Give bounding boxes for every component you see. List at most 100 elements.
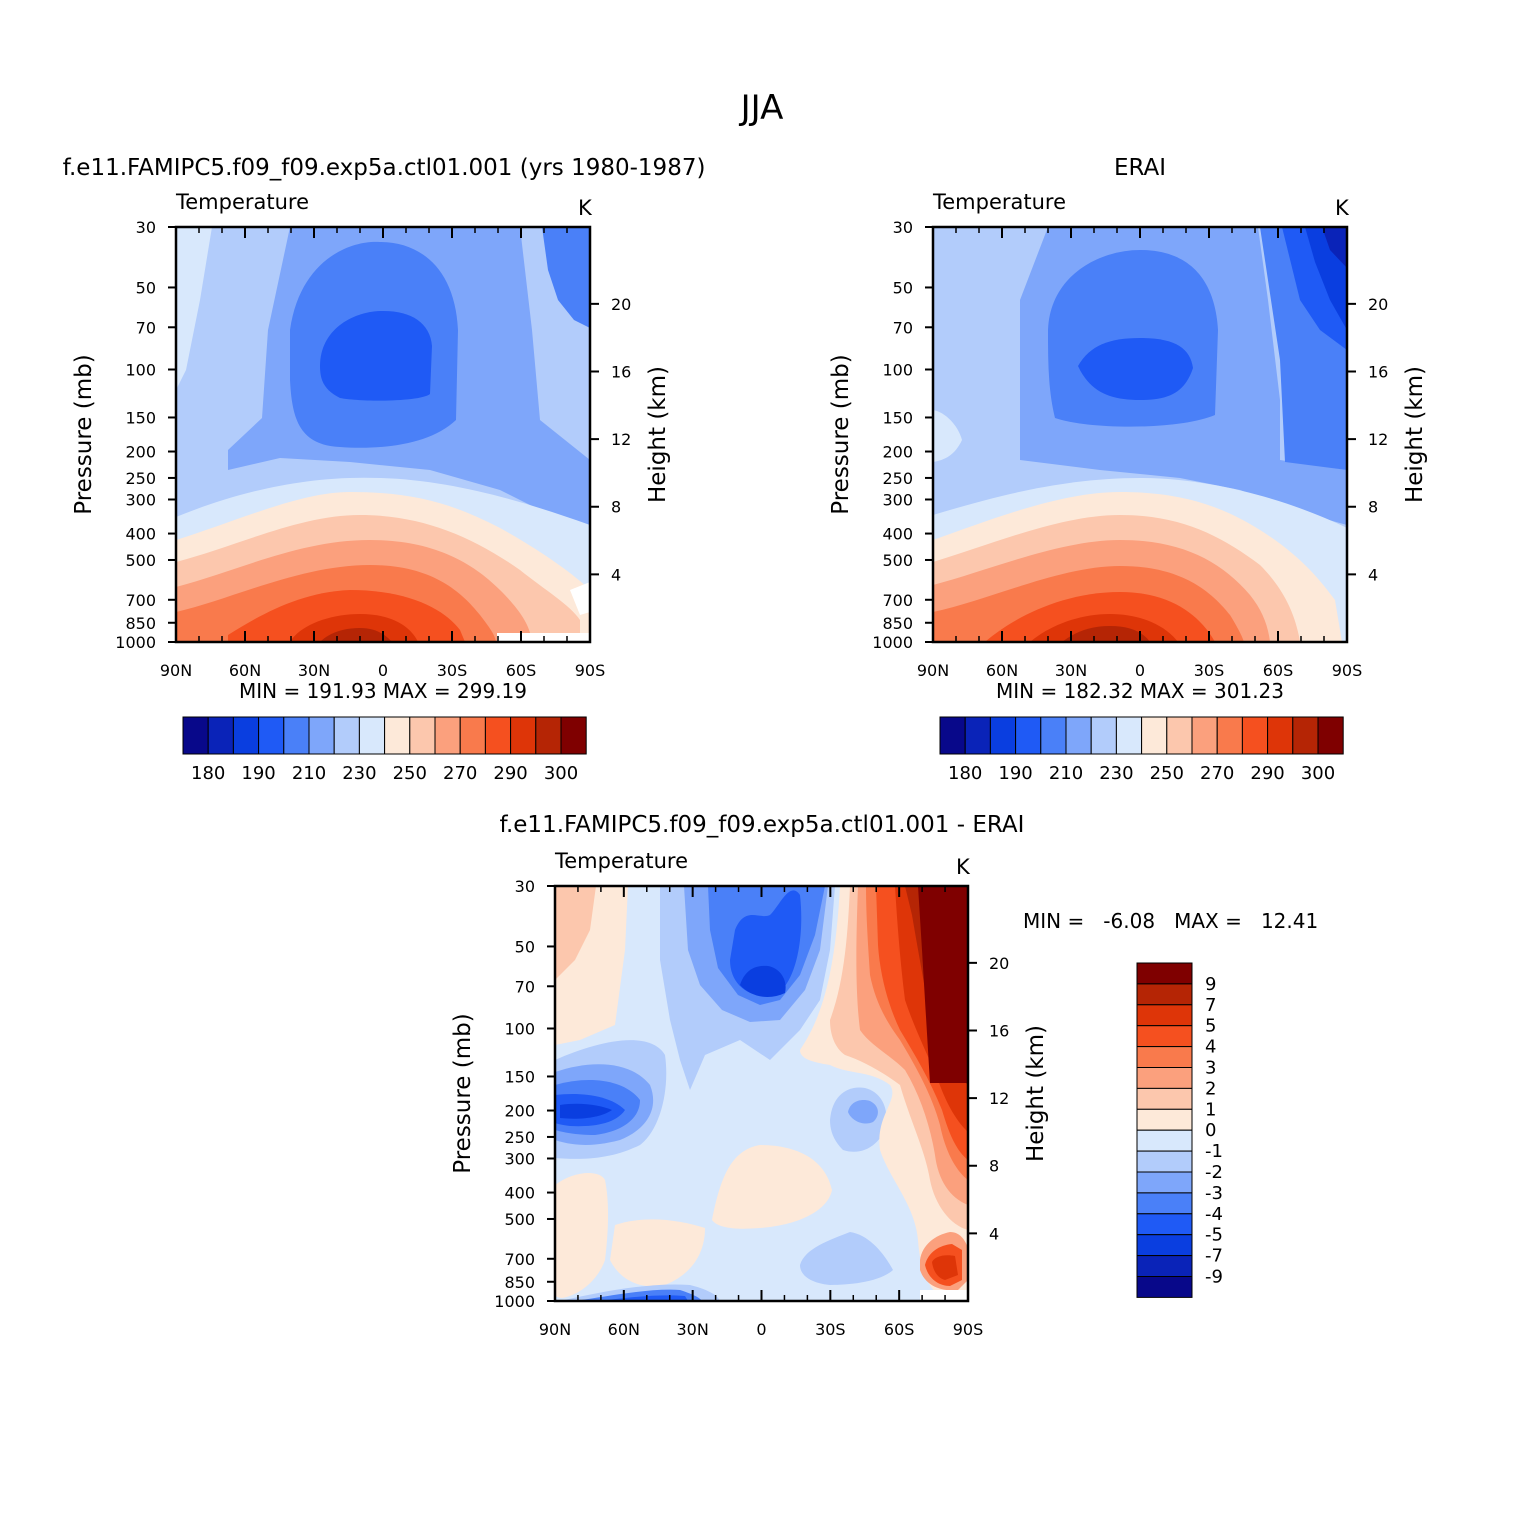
contour-fill-neg5-neg7 xyxy=(740,965,786,997)
colorbar-swatch xyxy=(1136,1025,1193,1048)
colorbar-swatch xyxy=(1136,1004,1193,1027)
height-tick-label: 8 xyxy=(1368,498,1378,517)
y-axis-label: Pressure (mb) xyxy=(450,1013,476,1173)
height-tick-label: 8 xyxy=(611,498,621,517)
y-tick-label: 100 xyxy=(504,1019,535,1038)
contour-fill-neg5-neg7 xyxy=(560,1103,612,1119)
height-tick-label: 16 xyxy=(989,1021,1009,1040)
y-tick-label: 250 xyxy=(504,1128,535,1147)
y-tick-label: 300 xyxy=(504,1150,535,1169)
colorbar-swatch xyxy=(510,716,537,755)
height-axis-label: Height (km) xyxy=(1402,366,1428,503)
height-tick-label: 12 xyxy=(1368,430,1388,449)
y-tick-label: 1000 xyxy=(494,1292,535,1311)
contour-fill-230-250 xyxy=(933,410,962,462)
colorbar-swatch xyxy=(1136,1046,1193,1068)
colorbar-swatch xyxy=(964,716,991,755)
colorbar-tick-label: 300 xyxy=(544,763,578,784)
colorbar-swatch xyxy=(1136,1067,1193,1089)
colorbar-tick-label: 3 xyxy=(1205,1058,1216,1079)
colorbar-tick-label: 190 xyxy=(998,763,1032,784)
x-tick-label: 60N xyxy=(986,661,1018,680)
contour-fill-295-300 xyxy=(1062,626,1150,642)
missing-data-mask xyxy=(570,582,590,615)
height-tick-label: 4 xyxy=(1368,565,1378,584)
colorbar-swatch xyxy=(1015,716,1042,755)
colorbar-swatch xyxy=(1136,1192,1193,1215)
y-tick-label: 50 xyxy=(893,278,913,297)
colorbar-tick-label: -4 xyxy=(1205,1204,1223,1225)
colorbar-tick-label: -3 xyxy=(1205,1183,1223,1204)
contour-fill-neg1-neg2 xyxy=(800,1232,893,1285)
colorbar-tick-label: -1 xyxy=(1205,1141,1223,1162)
x-tick-label: 0 xyxy=(1135,661,1145,680)
colorbar-swatch xyxy=(1136,962,1193,985)
minmax-text: MIN = -6.08 MAX = 12.41 xyxy=(1023,909,1318,933)
x-tick-label: 90N xyxy=(539,1320,571,1339)
colorbar-tick-label: -9 xyxy=(1205,1267,1223,1288)
height-tick-label: 16 xyxy=(1368,362,1388,381)
contour-fill-180-190 xyxy=(1078,338,1193,400)
contour-fill-0-1 xyxy=(610,1219,705,1287)
contour-fill-180-190 xyxy=(320,310,432,401)
colorbar-swatch xyxy=(989,716,1017,755)
y-tick-label: 70 xyxy=(515,977,535,996)
colorbar-swatch xyxy=(1136,1276,1193,1298)
colorbar-tick-label: 270 xyxy=(443,763,477,784)
height-tick-label: 20 xyxy=(1368,295,1388,314)
height-tick-label: 4 xyxy=(611,565,621,584)
colorbar-swatch xyxy=(434,716,461,755)
variable-label: Temperature xyxy=(554,849,688,873)
height-tick-label: 8 xyxy=(989,1157,999,1176)
height-tick-label: 4 xyxy=(989,1224,999,1243)
y-tick-label: 500 xyxy=(504,1210,535,1229)
y-tick-label: 850 xyxy=(504,1273,535,1292)
y-tick-label: 300 xyxy=(125,491,156,510)
y-tick-label: 700 xyxy=(125,591,156,610)
colorbar-swatch xyxy=(1317,716,1344,755)
colorbar-tick-label: 9 xyxy=(1205,974,1216,995)
colorbar-swatch xyxy=(308,716,335,755)
colorbar-tick-label: -7 xyxy=(1205,1246,1223,1267)
y-axis-label: Pressure (mb) xyxy=(71,354,97,514)
x-tick-label: 90N xyxy=(160,661,192,680)
y-tick-label: 250 xyxy=(125,469,156,488)
x-tick-label: 30S xyxy=(815,1320,846,1339)
colorbar-swatch xyxy=(1216,716,1243,755)
panel-title: f.e11.FAMIPC5.f09_f09.exp5a.ctl01.001 (y… xyxy=(63,155,706,181)
colorbar-swatch xyxy=(182,716,209,755)
height-tick-label: 20 xyxy=(611,295,631,314)
x-tick-label: 30N xyxy=(677,1320,709,1339)
y-tick-label: 200 xyxy=(504,1102,535,1121)
contour-fill-0-1 xyxy=(712,1145,832,1229)
colorbar-swatch xyxy=(1115,716,1143,755)
colorbar-swatch xyxy=(1136,1213,1193,1236)
y-tick-label: 400 xyxy=(125,525,156,544)
panel-title: ERAI xyxy=(1114,155,1166,181)
units-label: K xyxy=(956,855,971,879)
units-label: K xyxy=(578,196,593,220)
colorbar-swatch xyxy=(1065,716,1092,755)
x-tick-label: 30S xyxy=(437,661,468,680)
contour-fill-neg4-neg5 xyxy=(600,1295,688,1301)
colorbar-erai: 180 190 210 230 250 270 290 300 xyxy=(939,716,1344,784)
colorbar-swatch xyxy=(1136,1171,1193,1194)
colorbar-swatch xyxy=(258,716,285,755)
y-tick-label: 700 xyxy=(882,591,913,610)
height-tick-label: 16 xyxy=(611,362,631,381)
contour-fill-neg2-neg3 xyxy=(848,1100,878,1124)
x-tick-label: 30S xyxy=(1194,661,1225,680)
colorbar-swatch xyxy=(1141,716,1168,755)
panel-title: f.e11.FAMIPC5.f09_f09.exp5a.ctl01.001 - … xyxy=(500,812,1025,838)
height-axis-label: Height (km) xyxy=(645,366,671,503)
x-tick-label: 60S xyxy=(1263,661,1294,680)
colorbar-tick-label: 4 xyxy=(1205,1037,1216,1058)
colorbar-swatch xyxy=(333,716,360,755)
y-tick-label: 400 xyxy=(882,525,913,544)
panel-difference: f.e11.FAMIPC5.f09_f09.exp5a.ctl01.001 - … xyxy=(500,812,1318,1303)
y-tick-label: 200 xyxy=(882,443,913,462)
colorbar-swatch xyxy=(1166,716,1193,755)
colorbar-swatch xyxy=(535,716,562,755)
y-tick-label: 400 xyxy=(504,1184,535,1203)
y-tick-label: 850 xyxy=(882,614,913,633)
